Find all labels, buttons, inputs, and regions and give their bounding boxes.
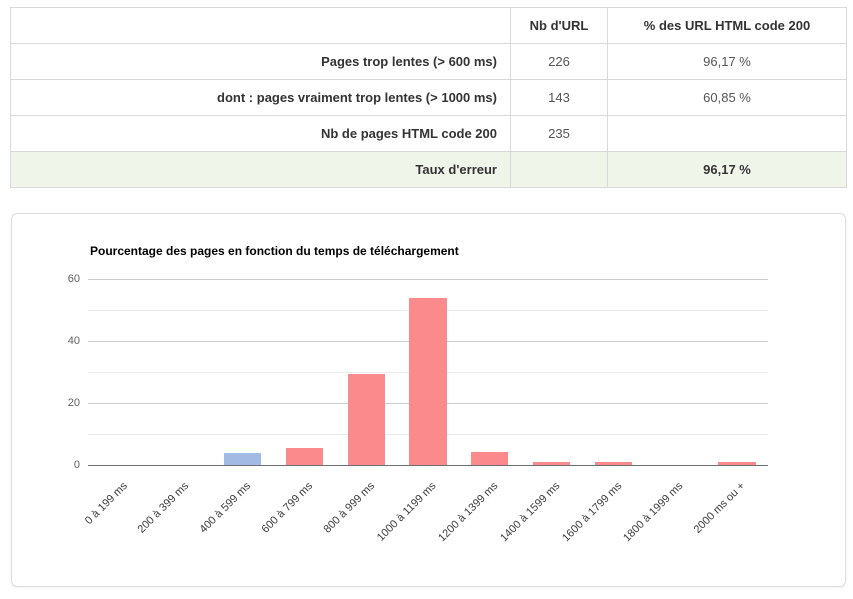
x-axis-tick-label: 400 à 599 ms (197, 480, 254, 536)
bar-slot (212, 280, 274, 466)
gridline (88, 279, 768, 280)
x-axis-tick-label: 2000 ms ou + (691, 480, 748, 536)
bar (347, 373, 385, 465)
bar-slot (335, 280, 397, 466)
x-axis-tick-label: 1400 à 1599 ms (497, 480, 563, 545)
bar-slot (644, 280, 706, 466)
nb-url-value: 235 (510, 115, 608, 152)
bar-slot (583, 280, 645, 466)
x-axis-tick-label: 200 à 399 ms (135, 480, 192, 536)
bar-slot (150, 280, 212, 466)
bar (285, 447, 323, 465)
bar (409, 297, 447, 465)
table-row: dont : pages vraiment trop lentes (> 100… (10, 79, 847, 116)
row-label: dont : pages vraiment trop lentes (> 100… (10, 79, 511, 116)
pct-value: 96,17 % (607, 151, 847, 188)
nb-url-value: 226 (510, 43, 608, 80)
x-axis-tick-label: 1800 à 1999 ms (621, 480, 686, 545)
bar-slot (88, 280, 150, 466)
pct-value: 96,17 % (607, 43, 847, 80)
nb-url-value: 143 (510, 79, 608, 116)
row-label: Nb de pages HTML code 200 (10, 115, 511, 152)
chart-title: Pourcentage des pages en fonction du tem… (90, 244, 459, 258)
x-axis-tick-label: 1000 à 1199 ms (374, 480, 439, 544)
row-label: Pages trop lentes (> 600 ms) (10, 43, 511, 80)
table-header-pct-url: % des URL HTML code 200 (607, 7, 847, 44)
bar-slot (459, 280, 521, 466)
table-row: Pages trop lentes (> 600 ms) 226 96,17 % (10, 43, 847, 80)
bar-slot (706, 280, 768, 466)
nb-url-value (510, 151, 608, 188)
pct-value: 60,85 % (607, 79, 847, 116)
bar (471, 451, 509, 465)
bar-slot (521, 280, 583, 466)
x-axis-tick-label: 600 à 799 ms (259, 480, 315, 536)
x-axis-tick-label: 1600 à 1799 ms (559, 480, 624, 545)
y-axis-tick-label: 20 (67, 397, 80, 409)
table-row: Nb de pages HTML code 200 235 (10, 115, 847, 152)
bar (533, 462, 571, 465)
bar-slot (397, 280, 459, 466)
bar (594, 462, 632, 465)
table-header-row: Nb d'URL % des URL HTML code 200 (10, 7, 847, 44)
pct-value (607, 115, 847, 152)
y-axis-tick-label: 0 (73, 459, 80, 471)
x-axis-tick-label: 1200 à 1399 ms (436, 480, 501, 545)
bar (718, 462, 756, 465)
table-header-nb-url: Nb d'URL (510, 7, 608, 44)
bar-chart-plot-area: 0 20 40 60 0 à 199 ms 200 à 399 ms 400 à 599 … (68, 273, 768, 544)
summary-table: Nb d'URL % des URL HTML code 200 Pages t… (10, 7, 847, 188)
x-axis-tick-label: 800 à 999 ms (321, 480, 377, 536)
chart-card: Pourcentage des pages en fonction du tem… (11, 213, 846, 587)
table-row: Taux d'erreur 96,17 % (10, 151, 847, 188)
table-header-empty (10, 7, 511, 44)
bars-container (88, 280, 768, 466)
bar (223, 453, 262, 465)
row-label: Taux d'erreur (10, 151, 511, 188)
y-axis-tick-label: 40 (67, 335, 80, 347)
y-axis-tick-label: 60 (67, 273, 80, 285)
x-axis-baseline (88, 465, 768, 466)
x-axis-tick-label: 0 à 199 ms (82, 480, 130, 527)
bar-slot (273, 280, 335, 466)
performance-report-page: Nb d'URL % des URL HTML code 200 Pages t… (0, 7, 853, 587)
